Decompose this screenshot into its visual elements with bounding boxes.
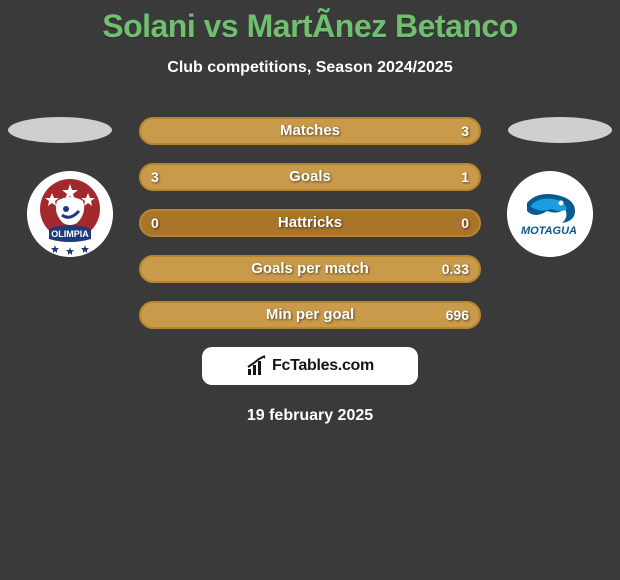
shadow-oval-right — [508, 117, 612, 143]
stat-value-right: 3 — [461, 119, 469, 143]
motagua-logo-icon: MOTAGUA — [507, 171, 593, 257]
stat-label: Hattricks — [141, 211, 479, 235]
stat-label: Min per goal — [141, 303, 479, 327]
stat-row-hattricks: Hattricks0 0 — [139, 209, 481, 237]
shadow-oval-left — [8, 117, 112, 143]
stat-value-left: 0 — [151, 211, 159, 235]
stat-row-min-per-goal: Min per goal696 — [139, 301, 481, 329]
stat-row-goals: Goals3 1 — [139, 163, 481, 191]
brand-text: FcTables.com — [272, 357, 374, 375]
svg-text:MOTAGUA: MOTAGUA — [521, 225, 577, 237]
stat-value-left: 3 — [151, 165, 159, 189]
stat-value-right: 1 — [461, 165, 469, 189]
stat-label: Matches — [141, 119, 479, 143]
team-badge-right: MOTAGUA — [507, 171, 593, 257]
stat-value-right: 0.33 — [442, 257, 469, 281]
stat-row-matches: Matches3 — [139, 117, 481, 145]
olimpia-logo-icon: OLIMPIA — [27, 171, 113, 257]
stat-label: Goals per match — [141, 257, 479, 281]
svg-text:OLIMPIA: OLIMPIA — [51, 229, 89, 239]
stat-value-right: 0 — [461, 211, 469, 235]
comparison-panel: OLIMPIA MOTAGUA Matches3Goals31Hattricks… — [0, 117, 620, 425]
date-text: 19 february 2025 — [0, 407, 620, 425]
stat-value-right: 696 — [446, 303, 469, 327]
stats-rows: Matches3Goals31Hattricks00Goals per matc… — [139, 117, 481, 329]
brand-pill[interactable]: FcTables.com — [202, 347, 418, 385]
team-badge-left: OLIMPIA — [27, 171, 113, 257]
stat-label: Goals — [141, 165, 479, 189]
page-title: Solani vs MartÃ­nez Betanco — [0, 0, 620, 45]
page-subtitle: Club competitions, Season 2024/2025 — [0, 59, 620, 77]
stat-row-goals-per-match: Goals per match0.33 — [139, 255, 481, 283]
brand-chart-icon — [246, 355, 268, 377]
